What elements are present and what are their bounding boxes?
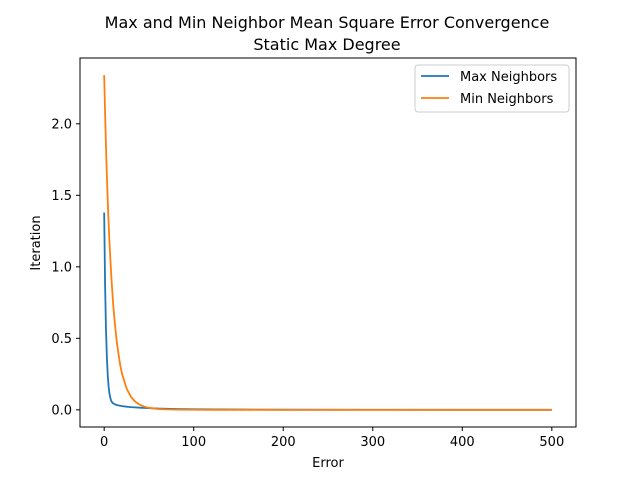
x-axis-label: Error (312, 456, 344, 471)
y-axis-label: Iteration (29, 215, 44, 270)
legend-box (414, 64, 570, 113)
y-axis-ticks: 0.0 0.5 1.0 1.5 2.0 (51, 117, 80, 418)
x-tick-label: 400 (450, 435, 475, 450)
chart-subtitle: Static Max Degree (253, 35, 400, 54)
x-tick-label: 100 (181, 435, 206, 450)
legend-label-min-neighbors: Min Neighbors (460, 92, 554, 107)
y-tick-label: 1.0 (51, 260, 72, 275)
series-line-min-neighbors (103, 75, 552, 411)
y-tick-label: 2.0 (51, 117, 72, 132)
x-tick-label: 300 (360, 435, 385, 450)
x-axis-ticks: 0 100 200 300 400 500 (100, 427, 564, 450)
y-tick-label: 0.0 (51, 403, 72, 418)
x-tick-label: 500 (539, 435, 564, 450)
x-tick-label: 0 (100, 435, 108, 450)
chart-title: Max and Min Neighbor Mean Square Error C… (105, 13, 550, 32)
y-tick-label: 0.5 (51, 332, 72, 347)
plot-frame (79, 57, 577, 428)
series-layer (103, 75, 552, 411)
legend-label-max-neighbors: Max Neighbors (460, 70, 557, 85)
y-tick-label: 1.5 (51, 189, 72, 204)
legend: Max Neighbors Min Neighbors (414, 64, 570, 113)
x-tick-label: 200 (271, 435, 296, 450)
